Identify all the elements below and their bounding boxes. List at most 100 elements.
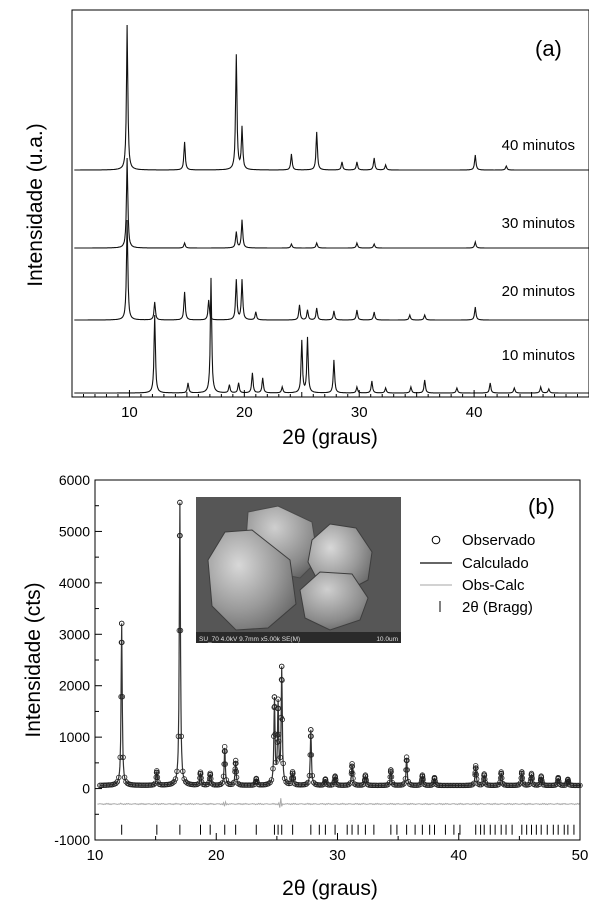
x-tick-label: 10 <box>87 847 104 864</box>
legend-observado-marker <box>431 535 441 545</box>
observado-point <box>150 781 157 788</box>
calculado-line <box>99 502 580 786</box>
observado-point <box>177 627 184 634</box>
observado-point <box>565 779 572 785</box>
observado-point <box>118 620 125 627</box>
y-tick-label: 0 <box>82 781 90 797</box>
observado-point <box>575 782 582 789</box>
observado-point <box>281 775 288 782</box>
observado-point <box>201 782 208 788</box>
observado-point <box>349 761 355 767</box>
observado-point <box>499 775 505 781</box>
y-tick-label: 5000 <box>59 523 90 539</box>
panel-a: 10 20 30 40 (a) Intensidade (u.a.) 2θ (grau… <box>24 9 589 449</box>
sem-caption: SU_70 4.0kV 9.7mm x5.00k SE(M) <box>199 636 300 643</box>
observado-point <box>253 776 260 782</box>
observado-point <box>117 754 123 760</box>
panel-a-x-axis: 10 20 30 40 <box>71 390 589 421</box>
observado-point <box>469 782 475 788</box>
pattern-line-2 <box>74 219 589 321</box>
y-tick-label: 4000 <box>59 575 90 591</box>
observado-point <box>275 696 281 702</box>
observado-point <box>180 768 186 774</box>
observado-point <box>386 780 393 786</box>
legend: Observado Calculado Obs-Calc 2θ (Bragg) <box>420 532 535 616</box>
observado-point <box>419 773 426 779</box>
observado-point <box>194 781 200 788</box>
observado-point <box>171 779 177 785</box>
observado-point <box>169 780 176 786</box>
observado-point <box>229 781 235 787</box>
observado-point <box>432 778 438 784</box>
observado-point <box>405 778 411 785</box>
x-tick-label: 50 <box>572 847 589 864</box>
x-tick-label: 20 <box>236 404 253 421</box>
observado-point <box>177 499 183 506</box>
observado-point <box>113 780 119 786</box>
panel-b-plot <box>97 499 583 835</box>
crystal-bottom <box>299 571 369 631</box>
pattern-line-1 <box>74 157 589 249</box>
observado-point <box>172 776 179 782</box>
observado-point <box>305 779 311 786</box>
x-tick-label: 10 <box>121 404 138 421</box>
observado-point <box>538 774 545 780</box>
sem-scale: 10.0um <box>376 636 398 643</box>
observado-point <box>308 733 314 739</box>
x-tick-label: 40 <box>466 404 483 421</box>
observado-point <box>273 759 279 766</box>
panel-a-label: (a) <box>535 36 562 61</box>
observado-point <box>404 767 410 773</box>
observado-point <box>232 766 238 772</box>
observado-point <box>529 772 535 778</box>
observado-point <box>154 774 161 780</box>
observado-point <box>577 782 583 789</box>
observado-point <box>432 775 438 782</box>
observado-point <box>116 774 122 781</box>
y-tick-label: 2000 <box>59 678 90 694</box>
observado-point <box>278 676 285 683</box>
panel-b: -1000 0 1000 2000 3000 4000 5000 6000 10 20 30 40 50… <box>22 472 588 900</box>
x-tick-label: 40 <box>450 847 467 864</box>
observado-point <box>303 781 310 787</box>
observado-point <box>403 754 410 760</box>
observado-point <box>233 760 239 767</box>
legend-observado-label: Observado <box>462 532 535 549</box>
observado-point <box>327 782 333 788</box>
observado-point <box>519 775 526 781</box>
observado-point <box>222 748 228 754</box>
observado-point <box>482 776 488 782</box>
x-tick-label: 20 <box>208 847 225 864</box>
observado-point <box>223 777 230 783</box>
observado-point <box>404 757 410 764</box>
observado-point <box>322 777 329 783</box>
y-tick-label: 3000 <box>59 626 90 642</box>
y-tick-label: 6000 <box>59 472 90 488</box>
observado-point <box>178 733 184 739</box>
observado-point <box>119 694 125 700</box>
observado-point <box>539 777 545 783</box>
legend-bragg-label: 2θ (Bragg) <box>462 599 533 616</box>
observado-point <box>233 774 240 780</box>
observado-point <box>254 778 260 785</box>
x-tick-label: 30 <box>351 404 368 421</box>
legend-obscalc-label: Obs-Calc <box>462 577 525 594</box>
observado-point <box>478 782 484 788</box>
observado-point <box>533 782 539 788</box>
observado-point <box>306 772 313 779</box>
observado-point <box>350 770 356 777</box>
observado-point <box>333 777 339 783</box>
observado-point <box>275 705 281 711</box>
observado-point <box>401 781 407 787</box>
observado-point <box>388 769 394 775</box>
observado-point <box>268 777 275 783</box>
panel-b-axes: -1000 0 1000 2000 3000 4000 5000 6000 10 20 30 40 50 <box>54 472 588 864</box>
observado-point <box>473 765 479 771</box>
observado-point <box>420 777 426 783</box>
observado-point <box>181 776 187 782</box>
observado-point <box>279 716 285 723</box>
observado-point <box>175 733 182 739</box>
panel-a-ylabel: Intensidade (u.a.) <box>24 123 47 286</box>
pattern-line-3 <box>74 277 589 394</box>
observado-point <box>276 738 282 744</box>
